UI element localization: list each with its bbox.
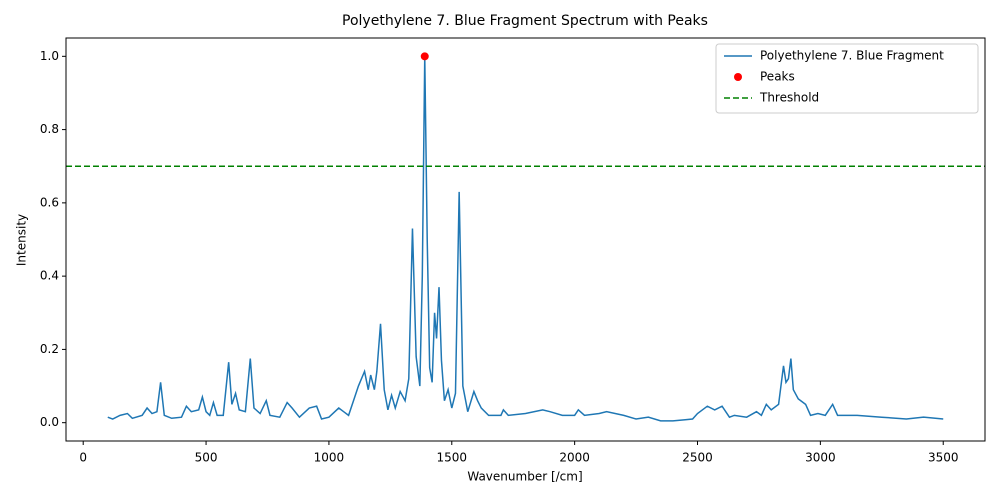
x-tick-label: 3000 [805,451,836,465]
y-tick-label: 0.4 [40,269,59,283]
x-tick-label: 500 [195,451,218,465]
x-tick-label: 2500 [682,451,713,465]
x-tick-label: 0 [79,451,87,465]
legend-label: Threshold [759,91,819,105]
y-tick-label: 0.0 [40,415,59,429]
x-tick-label: 2000 [559,451,590,465]
legend-label: Peaks [760,70,795,84]
legend-box [715,43,979,114]
peak-marker [420,52,429,61]
y-tick-label: 1.0 [40,49,59,63]
x-tick-label: 1000 [314,451,345,465]
chart-title: Polyethylene 7. Blue Fragment Spectrum w… [342,13,708,29]
legend-label: Polyethylene 7. Blue Fragment [760,49,944,63]
x-tick-label: 3500 [928,451,959,465]
y-axis-label: Intensity [15,214,29,266]
x-axis-label: Wavenumber [/cm] [467,470,582,484]
y-tick-label: 0.8 [40,122,59,136]
y-tick-label: 0.2 [40,342,59,356]
x-tick-label: 1500 [437,451,468,465]
axes-frame [65,37,986,442]
spectrum-line [107,56,944,422]
y-tick-label: 0.6 [40,195,59,209]
legend-marker [734,73,742,81]
